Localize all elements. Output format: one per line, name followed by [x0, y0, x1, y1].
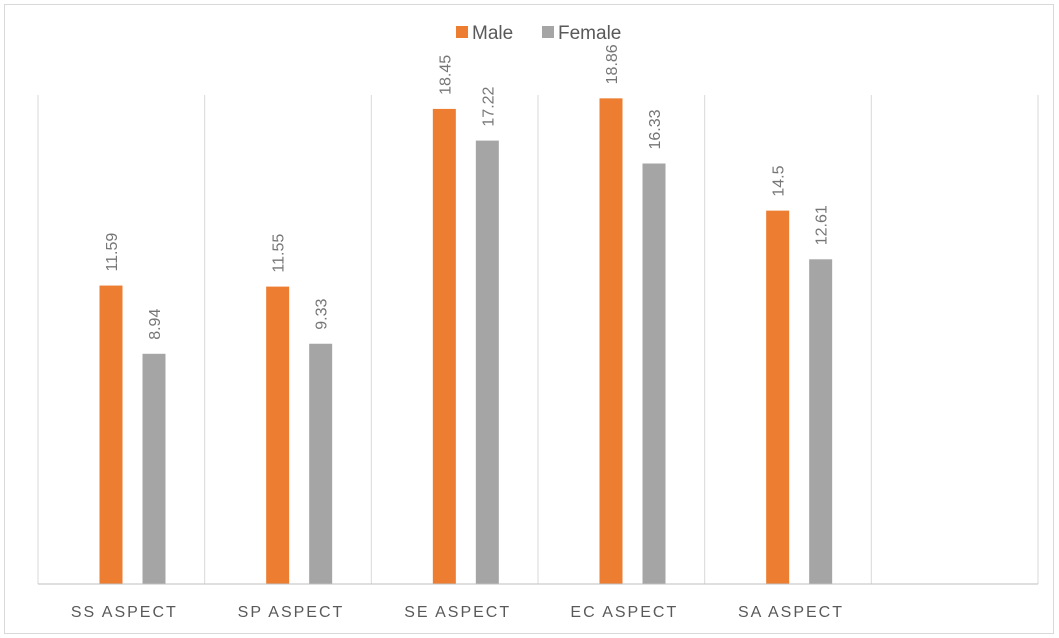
- data-label-male-3: 18.45: [437, 55, 454, 95]
- category-labels: SS ASPECT SP ASPECT SE ASPECT EC ASPECT SA A…: [71, 604, 844, 621]
- bar-male-5: [766, 210, 790, 584]
- legend-label-male: Male: [472, 23, 513, 44]
- bar-male-4: [599, 98, 623, 584]
- legend: Male Female: [456, 23, 621, 44]
- data-label-female-4: 16.33: [647, 109, 664, 149]
- bar-female-4: [642, 163, 666, 584]
- bar-male-1: [99, 285, 123, 584]
- legend-swatch-male: [456, 26, 468, 38]
- category-label: SP ASPECT: [238, 604, 345, 621]
- data-label-female-2: 9.33: [314, 299, 331, 330]
- data-label-male-5: 14.5: [771, 165, 788, 196]
- data-label-female-5: 12.61: [814, 205, 831, 245]
- chart-frame: [4, 4, 1054, 634]
- data-label-male-1: 11.59: [104, 233, 121, 272]
- legend-swatch-female: [542, 26, 554, 38]
- bars: [99, 98, 833, 584]
- category-gridlines: [37, 95, 1039, 584]
- data-labels: 11.59 11.55 18.45 18.86 14.5 8.94 9.33 17.22 16.…: [104, 44, 831, 340]
- bar-male-2: [266, 286, 290, 584]
- bar-male-3: [432, 108, 456, 584]
- bar-female-1: [142, 353, 166, 584]
- data-label-female-1: 8.94: [147, 309, 164, 340]
- bar-female-5: [809, 259, 833, 584]
- category-label: EC ASPECT: [570, 604, 678, 621]
- bar-female-2: [309, 343, 333, 584]
- category-label: SS ASPECT: [71, 604, 178, 621]
- category-label: SA ASPECT: [738, 604, 844, 621]
- bar-female-3: [475, 140, 499, 584]
- data-label-male-2: 11.55: [271, 234, 288, 273]
- data-label-male-4: 18.86: [604, 44, 621, 84]
- data-label-female-3: 17.22: [480, 86, 497, 126]
- legend-label-female: Female: [558, 23, 621, 44]
- category-label: SE ASPECT: [404, 604, 511, 621]
